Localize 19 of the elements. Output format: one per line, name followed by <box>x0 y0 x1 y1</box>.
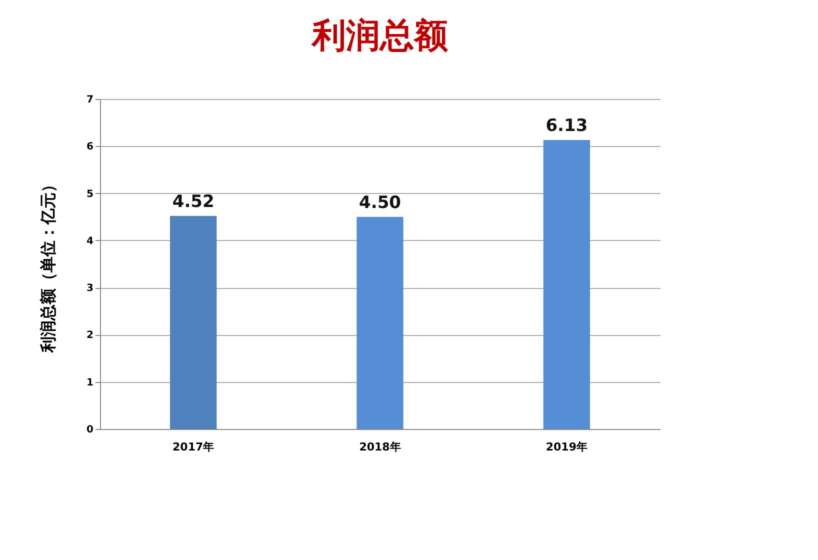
y-tick-label: 7 <box>86 94 94 106</box>
chart-title: 利润总额 <box>310 16 448 56</box>
bar <box>356 216 404 429</box>
y-tick-label: 4 <box>86 236 94 247</box>
data-label: 4.50 <box>359 192 402 213</box>
y-tick-label: 2 <box>86 330 94 342</box>
y-tick-label: 0 <box>86 424 94 436</box>
y-tick-label: 5 <box>86 188 94 200</box>
x-tick-label: 2018年 <box>359 440 401 454</box>
x-tick-label: 2019年 <box>546 440 588 454</box>
y-tick-label: 1 <box>86 377 94 388</box>
x-tick-label: 2017年 <box>172 440 214 454</box>
data-label: 6.13 <box>546 116 588 136</box>
y-tick-label: 3 <box>86 283 94 294</box>
data-label: 4.52 <box>172 192 214 212</box>
y-tick-label: 6 <box>86 142 94 153</box>
y-axis-title: 利润总额（单位：亿元） <box>38 176 58 354</box>
bar <box>170 216 217 429</box>
bar <box>543 140 590 429</box>
